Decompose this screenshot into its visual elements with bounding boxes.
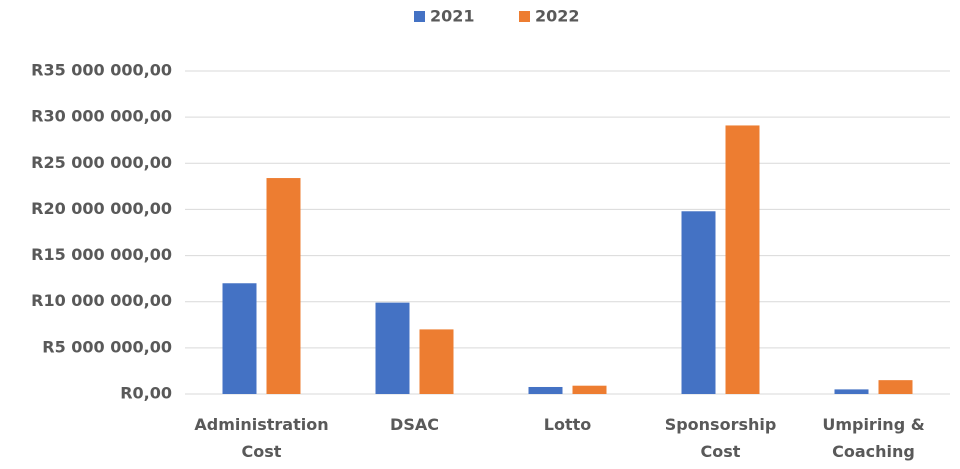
legend-label: 2021 (430, 7, 475, 26)
legend-swatch (519, 11, 530, 22)
bar (681, 211, 716, 394)
x-tick-label: Umpiring & Coaching (822, 415, 925, 461)
bar (375, 302, 410, 394)
bar (528, 386, 563, 394)
legend-swatch (414, 11, 425, 22)
y-tick-label: R20 000 000,00 (31, 199, 172, 218)
x-tick-label: Sponsorship Cost (664, 415, 777, 461)
bar (266, 178, 301, 394)
y-tick-label: R15 000 000,00 (31, 245, 172, 264)
x-tick-label: Lotto (543, 415, 592, 434)
y-tick-label: R25 000 000,00 (31, 153, 172, 172)
x-tick-label: Administration Cost (194, 415, 329, 461)
y-tick-label: R5 000 000,00 (42, 337, 172, 356)
bar (572, 385, 607, 394)
y-tick-label: R10 000 000,00 (31, 291, 172, 310)
y-tick-label: R35 000 000,00 (31, 61, 172, 80)
y-tick-label: R0,00 (120, 384, 172, 403)
bar (419, 329, 454, 394)
bar (878, 380, 913, 394)
y-tick-label: R30 000 000,00 (31, 107, 172, 126)
bar (725, 125, 760, 394)
x-tick-label: DSAC (390, 415, 439, 434)
bar (834, 389, 869, 394)
bar (222, 283, 257, 394)
legend-label: 2022 (535, 7, 580, 26)
